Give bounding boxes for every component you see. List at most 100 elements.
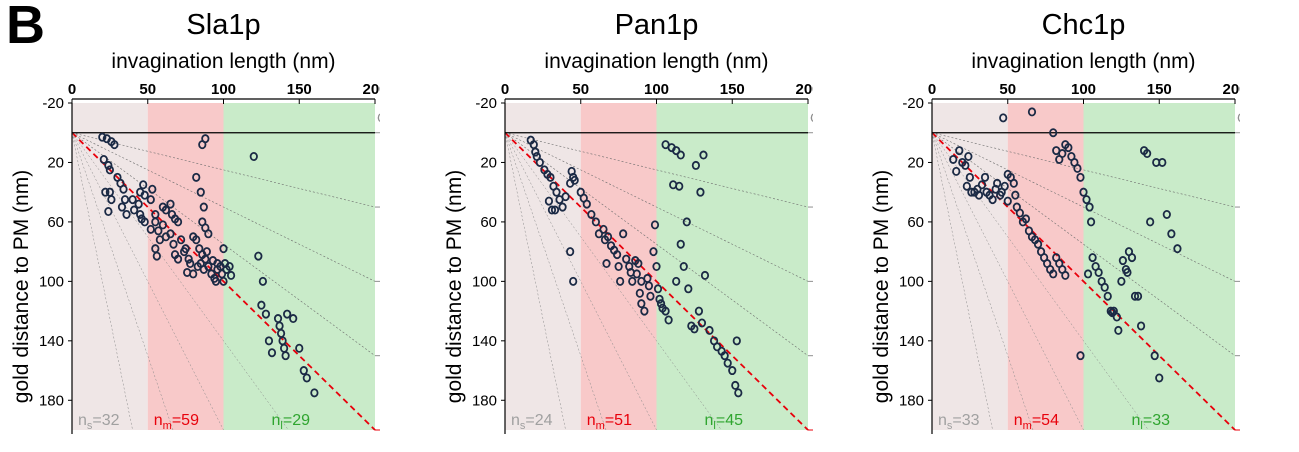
right-axis-label: GRP: [810, 109, 813, 125]
data-point: [961, 160, 970, 170]
data-point: [186, 259, 195, 269]
data-point: [192, 172, 201, 182]
data-point: [1114, 325, 1123, 335]
data-point: [105, 165, 114, 175]
fan-guide-line: [504, 132, 607, 431]
zone-count-long: nl=45: [705, 412, 744, 432]
data-point: [122, 209, 131, 219]
data-point: [1064, 143, 1073, 153]
data-point: [225, 261, 234, 271]
grp-guide-line: [504, 132, 809, 282]
chart-svg: 050100150200-2020601001401800.00-0.25-0.…: [10, 9, 413, 438]
data-point: [965, 172, 974, 182]
data-point: [661, 306, 670, 316]
data-point: [1103, 291, 1112, 301]
data-point: [140, 217, 149, 227]
data-point: [1009, 178, 1018, 188]
y-tick-label: 60: [907, 214, 924, 231]
grp-guide-line: [504, 132, 809, 356]
panel-label: B: [6, 0, 45, 55]
x-tick-label: 100: [644, 81, 669, 98]
data-point: [101, 187, 110, 197]
data-point: [258, 276, 267, 286]
data-point: [99, 154, 108, 164]
data-point: [1015, 208, 1024, 218]
x-tick-label: 200: [1222, 81, 1240, 98]
data-point: [1106, 306, 1115, 316]
grp-guide-line: [71, 132, 376, 282]
data-point: [1118, 256, 1127, 266]
data-point: [1146, 217, 1155, 227]
data-point: [616, 276, 625, 286]
x-tick-label: 50: [999, 81, 1016, 98]
zone-count-long: nl=29: [272, 412, 311, 432]
data-point: [720, 351, 729, 361]
data-point: [712, 342, 722, 352]
data-point: [690, 324, 699, 334]
data-point: [569, 276, 578, 286]
grp-guide-line: [931, 132, 1236, 356]
chart-title: Chc1p: [1042, 9, 1126, 41]
x-tick-label: 150: [1147, 81, 1172, 98]
y-axis-title: gold distance to PM (nm): [443, 170, 466, 403]
data-point: [628, 276, 637, 286]
data-point: [261, 309, 271, 319]
data-point: [646, 291, 655, 301]
data-point: [622, 254, 631, 264]
data-point: [1127, 253, 1137, 263]
data-point: [591, 217, 600, 227]
data-point: [1130, 291, 1140, 301]
data-point: [699, 150, 708, 160]
y-tick-label: 20: [47, 154, 64, 171]
data-point: [295, 343, 304, 353]
data-point: [299, 366, 308, 376]
data-point: [173, 217, 183, 227]
data-point: [107, 195, 116, 205]
data-point: [196, 187, 205, 197]
data-point: [139, 180, 148, 190]
data-point: [110, 140, 119, 150]
data-point: [1021, 214, 1031, 224]
chart-panel-chc1p: 050100150200-2020601001401800.00-0.25-0.…: [860, 0, 1273, 447]
data-point: [732, 336, 741, 346]
zone-count-medium: nm=59: [154, 412, 199, 432]
x-tick-label: 0: [928, 81, 936, 98]
data-point: [1112, 312, 1121, 322]
data-point: [1088, 253, 1097, 263]
y-tick-label: -20: [42, 95, 64, 112]
data-point: [199, 202, 208, 212]
data-point: [198, 140, 207, 150]
data-point: [117, 202, 127, 212]
y-tick-label: 20: [907, 154, 924, 171]
zone-short: [72, 103, 148, 430]
y-tick-label: 180: [39, 392, 64, 409]
y-tick-label: -20: [475, 95, 497, 112]
data-point: [669, 180, 678, 190]
chart-title: Sla1p: [186, 9, 260, 41]
chart-svg: 050100150200-2020601001401800.00-0.25-0.…: [443, 9, 846, 438]
chart-panel-sla1p: 050100150200-2020601001401800.00-0.25-0.…: [0, 0, 413, 447]
data-point: [672, 276, 681, 286]
x-tick-label: 150: [720, 81, 745, 98]
diagonal-reference-line: [71, 132, 376, 431]
data-point: [1000, 181, 1009, 191]
zone-medium: [580, 103, 657, 430]
data-point: [134, 199, 143, 209]
data-point: [570, 175, 579, 185]
y-tick-label: 60: [47, 214, 64, 231]
data-point: [1061, 270, 1070, 280]
y-axis-title: gold distance to PM (nm): [870, 170, 893, 403]
data-point: [1076, 172, 1085, 182]
fan-guide-line: [71, 132, 174, 431]
data-point: [140, 190, 149, 200]
data-point: [697, 318, 707, 328]
data-point: [649, 247, 658, 257]
data-point: [614, 261, 623, 271]
x-tick-label: 0: [501, 81, 509, 98]
data-point: [656, 299, 666, 309]
data-point: [594, 229, 604, 239]
data-point: [1162, 209, 1171, 219]
data-point: [211, 276, 221, 286]
data-point: [705, 325, 714, 335]
data-point: [949, 154, 958, 164]
